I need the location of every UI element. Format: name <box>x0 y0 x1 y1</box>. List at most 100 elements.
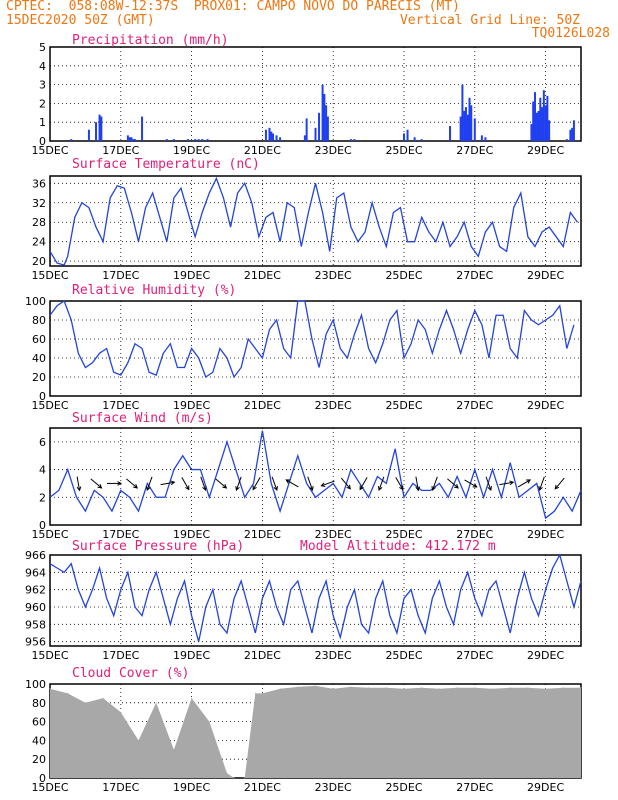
x-tick-label: 19DEC <box>173 649 210 662</box>
cloud-cover-point <box>368 687 370 689</box>
x-tick-label: 23DEC <box>315 144 352 157</box>
x-tick-label: 15DEC <box>31 144 68 157</box>
precip-bar <box>542 90 545 141</box>
x-tick-label: 23DEC <box>315 649 352 662</box>
y-tick-label: 5 <box>39 41 46 54</box>
header-date: 15DEC2020 50Z (GMT) <box>6 13 155 28</box>
x-tick-label: 25DEC <box>385 649 422 662</box>
precip-bar <box>403 133 405 141</box>
precip-bar <box>100 116 103 141</box>
wind-arrow <box>447 478 459 489</box>
y-tick-label: 32 <box>32 197 46 210</box>
y-tick-label: 60 <box>32 716 46 729</box>
precip-bar <box>480 135 483 141</box>
precip-bar <box>546 95 549 141</box>
wind-arrow <box>90 478 102 489</box>
x-tick-label: 15DEC <box>31 269 68 282</box>
precip-bar <box>133 139 136 141</box>
x-tick-label: 27DEC <box>456 269 493 282</box>
x-tick-label: 27DEC <box>456 399 493 412</box>
x-tick-label: 25DEC <box>385 144 422 157</box>
precip-bar <box>318 112 321 141</box>
wind-arrow-head <box>320 482 326 487</box>
cloud-cover-point <box>438 688 440 690</box>
cloud-cover-point <box>261 692 263 694</box>
precip-bar <box>541 107 544 141</box>
x-tick-label: 23DEC <box>315 528 352 541</box>
precip-bar <box>353 139 356 141</box>
wind-arrow-head <box>487 485 492 491</box>
cloud-cover-point <box>84 702 86 704</box>
y-tick-label: 0 <box>39 519 46 532</box>
y-tick-label: 966 <box>25 549 46 562</box>
cloud-cover-point <box>580 687 582 689</box>
x-tick-label: 17DEC <box>102 781 139 794</box>
precip-bar <box>98 114 101 141</box>
x-tick-label: 29DEC <box>527 399 564 412</box>
panel-title: Surface Temperature (nC) <box>72 157 260 172</box>
cloud-cover-point <box>315 685 316 687</box>
cloud-cover-point <box>332 688 334 690</box>
precip-bar <box>130 137 133 141</box>
x-tick-label: 15DEC <box>31 649 68 662</box>
precip-bar <box>325 105 328 141</box>
wind-arrow-head <box>454 484 459 489</box>
y-tick-label: 28 <box>32 216 46 229</box>
x-tick-label: 29DEC <box>527 649 564 662</box>
y-tick-label: 20 <box>32 371 46 384</box>
precip-bar <box>459 116 462 141</box>
cloud-cover-point <box>120 711 122 713</box>
precip-bar <box>349 139 352 141</box>
precip-bar <box>270 131 273 141</box>
x-tick-label: 23DEC <box>315 269 352 282</box>
precip-bar <box>279 137 282 141</box>
cloud-cover-point <box>474 687 476 689</box>
cloud-cover-point <box>191 697 193 699</box>
y-tick-label: 958 <box>25 618 46 631</box>
wind-arrow <box>378 476 385 491</box>
series-line <box>49 430 582 520</box>
cloud-cover-point <box>49 688 51 690</box>
panel-frame <box>49 300 582 397</box>
precip-bar <box>194 139 197 141</box>
cloud-cover-point <box>385 687 387 689</box>
precip-bar <box>303 135 306 141</box>
wind-arrow-head <box>202 485 207 491</box>
cloud-cover-point <box>562 687 564 689</box>
wind-arrow <box>271 476 278 491</box>
x-tick-label: 25DEC <box>385 528 422 541</box>
x-tick-label: 19DEC <box>173 528 210 541</box>
precip-bar <box>484 137 487 141</box>
precip-bar <box>165 139 168 141</box>
panel-title: Relative Humidity (%) <box>72 283 236 298</box>
precip-bar <box>95 122 98 141</box>
y-tick-label: 100 <box>25 678 46 691</box>
wind-arrow-head <box>222 484 228 489</box>
y-tick-label: 100 <box>25 295 46 308</box>
x-tick-label: 25DEC <box>385 781 422 794</box>
cloud-cover-point <box>421 687 423 689</box>
wind-arrow <box>160 481 175 486</box>
y-tick-label: 0 <box>39 135 46 148</box>
wind-arrow-head <box>399 485 404 491</box>
x-tick-label: 21DEC <box>244 399 281 412</box>
wind-arrow-head <box>538 485 543 491</box>
wind-arrow <box>340 477 351 490</box>
precip-bar <box>406 129 409 141</box>
precip-bar <box>532 101 535 141</box>
precip-bar <box>132 139 135 141</box>
cloud-cover-point <box>456 687 458 689</box>
x-tick-label: 19DEC <box>173 781 210 794</box>
wind-arrow-head <box>235 485 240 491</box>
precip-bar <box>420 139 423 141</box>
precip-bar <box>473 118 476 141</box>
cloud-cover-point <box>297 686 299 688</box>
precip-bar <box>70 139 73 141</box>
precip-bar <box>126 135 129 141</box>
x-tick-label: 21DEC <box>244 144 281 157</box>
precip-bar <box>461 84 464 141</box>
x-tick-label: 23DEC <box>315 399 352 412</box>
header-model: TQ0126L028 <box>531 26 610 41</box>
wind-arrow <box>126 478 138 489</box>
x-tick-label: 25DEC <box>385 269 422 282</box>
